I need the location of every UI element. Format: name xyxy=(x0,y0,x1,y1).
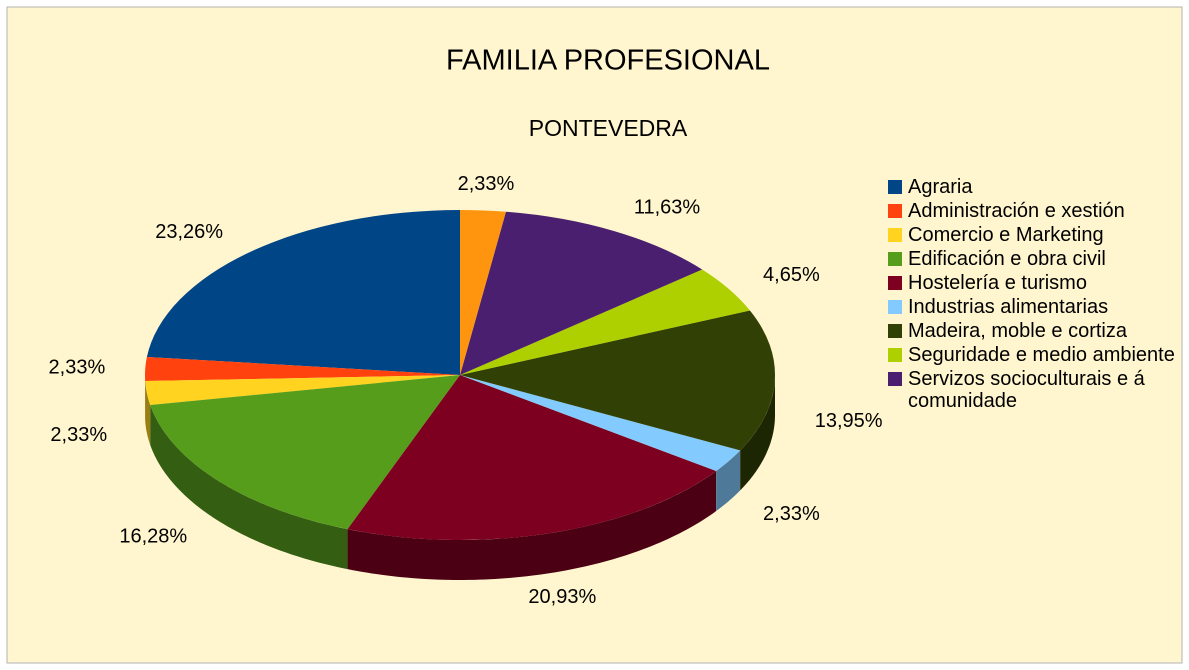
slice-sides xyxy=(145,375,775,580)
data-label: 4,65% xyxy=(763,264,820,286)
legend-item: Seguridade e medio ambiente xyxy=(888,344,1180,366)
slice xyxy=(347,375,717,540)
legend-label: Edificación e obra civil xyxy=(908,248,1106,270)
legend-label: Hostelería e turismo xyxy=(908,272,1087,294)
legend-swatch xyxy=(888,324,902,338)
data-label: 16,28% xyxy=(119,526,187,548)
slices xyxy=(145,210,775,540)
data-label: 23,26% xyxy=(155,221,223,243)
legend-swatch xyxy=(888,372,902,386)
legend-swatch xyxy=(888,204,902,218)
slice-side xyxy=(740,375,775,491)
legend-label: Comercio e Marketing xyxy=(908,224,1104,246)
chart-title: FAMILIA PROFESIONAL xyxy=(446,45,770,77)
slice xyxy=(460,211,703,375)
slice-side xyxy=(347,471,717,580)
slice xyxy=(150,375,460,530)
data-label: 2,33% xyxy=(458,173,515,195)
data-label: 11,63% xyxy=(634,197,701,219)
legend-swatch xyxy=(888,348,902,362)
legend-swatch xyxy=(888,252,902,266)
legend-item: Industrias alimentarias xyxy=(888,296,1180,318)
data-label: 13,95% xyxy=(815,410,883,432)
slice xyxy=(146,210,461,375)
legend-swatch xyxy=(888,276,902,290)
legend-item: Comercio e Marketing xyxy=(888,224,1180,246)
legend-item: Madeira, moble e cortiza xyxy=(888,320,1180,342)
slice xyxy=(460,269,750,375)
slice xyxy=(460,375,741,472)
data-label: 20,93% xyxy=(528,586,596,608)
legend-item: Servizos socioculturais e á comunidade xyxy=(888,368,1180,412)
legend-swatch xyxy=(888,180,902,194)
slice xyxy=(460,310,775,451)
legend-item: Hostelería e turismo xyxy=(888,272,1180,294)
legend-item: Administración e xestión xyxy=(888,200,1180,222)
legend-label: Seguridade e medio ambiente xyxy=(908,344,1175,366)
legend-item: Edificación e obra civil xyxy=(888,248,1180,270)
slice xyxy=(145,375,460,406)
legend-label: Agraria xyxy=(908,176,973,198)
legend-swatch xyxy=(888,300,902,314)
legend-label: Administración e xestión xyxy=(908,200,1125,222)
data-label: 2,33% xyxy=(50,424,107,446)
legend-item: Agraria xyxy=(888,176,1180,198)
slice-side xyxy=(150,405,348,570)
slice xyxy=(145,356,460,382)
slice-side xyxy=(145,381,151,446)
chart-subtitle: PONTEVEDRA xyxy=(529,115,688,141)
legend-label: Madeira, moble e cortiza xyxy=(908,320,1127,342)
legend-swatch xyxy=(888,228,902,242)
legend-label: Servizos socioculturais e á comunidade xyxy=(908,368,1145,412)
legend: Agraria Administración e xestión Comercio … xyxy=(888,176,1180,414)
data-label: 2,33% xyxy=(49,356,106,378)
slice xyxy=(460,210,506,375)
data-label: 2,33% xyxy=(763,503,820,525)
slice-side xyxy=(716,450,741,512)
legend-label: Industrias alimentarias xyxy=(908,296,1109,318)
